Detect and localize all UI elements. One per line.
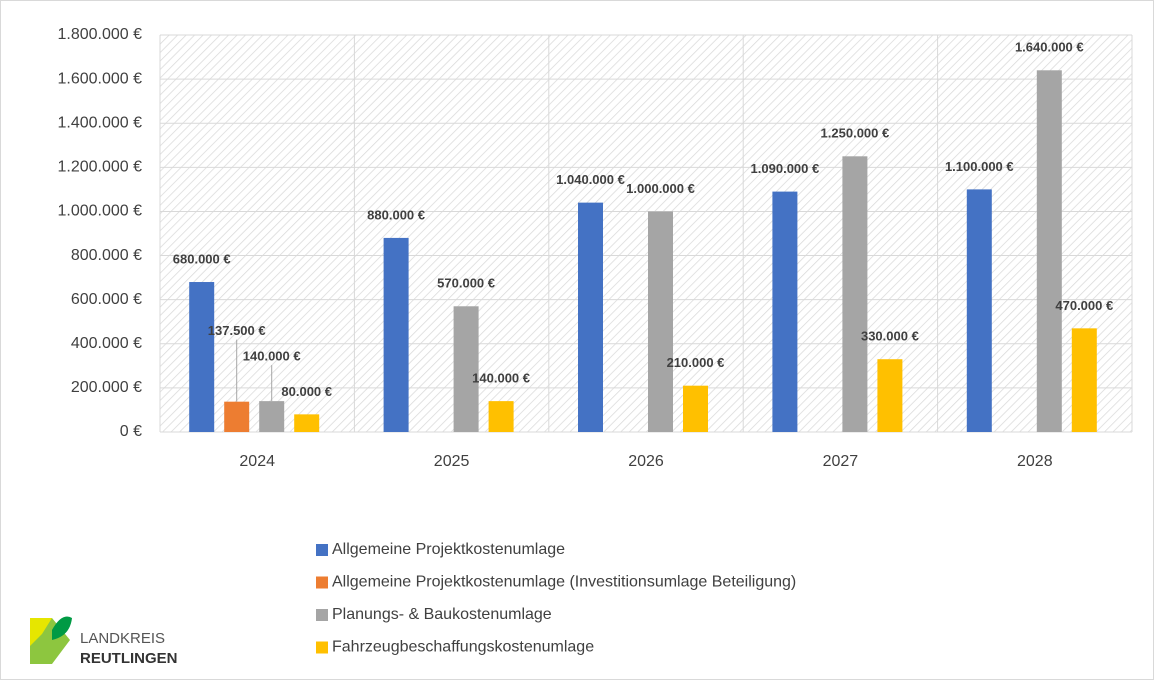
y-tick-label: 0 € xyxy=(120,423,142,440)
legend-swatch xyxy=(316,544,328,556)
legend-swatch xyxy=(316,609,328,621)
data-label: 1.040.000 € xyxy=(556,172,625,187)
data-label: 137.500 € xyxy=(208,323,266,338)
bar xyxy=(294,414,320,432)
bar xyxy=(966,189,992,432)
bar xyxy=(224,401,250,432)
bar xyxy=(772,191,798,432)
legend-swatch xyxy=(316,576,328,589)
logo-shape xyxy=(30,618,52,646)
bar xyxy=(1036,70,1062,433)
legend-label: Allgemeine Projektkostenumlage xyxy=(332,541,565,558)
bar xyxy=(189,282,215,432)
legend-swatch xyxy=(316,641,328,654)
data-label: 140.000 € xyxy=(472,371,530,386)
data-label: 470.000 € xyxy=(1055,298,1113,313)
y-tick-label: 1.400.000 € xyxy=(57,114,142,131)
bar xyxy=(488,401,514,432)
x-tick-label: 2024 xyxy=(239,453,275,470)
y-tick-label: 1.200.000 € xyxy=(57,159,142,176)
logo: LANDKREIS REUTLINGEN xyxy=(30,616,178,667)
y-tick-label: 400.000 € xyxy=(71,335,142,352)
bar xyxy=(1071,328,1097,432)
y-tick-label: 1.600.000 € xyxy=(57,70,142,87)
y-tick-label: 200.000 € xyxy=(71,379,142,396)
data-label: 1.090.000 € xyxy=(751,161,820,176)
x-tick-label: 2026 xyxy=(628,453,664,470)
bar xyxy=(648,211,673,432)
y-tick-label: 800.000 € xyxy=(71,247,142,264)
data-label: 140.000 € xyxy=(243,349,301,364)
y-tick-label: 1.000.000 € xyxy=(57,203,142,220)
y-tick-label: 600.000 € xyxy=(71,291,142,308)
bar xyxy=(842,156,868,433)
data-label: 330.000 € xyxy=(861,329,919,344)
logo-text: REUTLINGEN xyxy=(80,650,178,667)
legend-label: Allgemeine Projektkostenumlage (Investit… xyxy=(332,574,796,591)
data-label: 1.640.000 € xyxy=(1015,40,1084,55)
data-label: 880.000 € xyxy=(367,207,425,222)
y-tick-label: 1.800.000 € xyxy=(57,26,142,43)
x-tick-label: 2028 xyxy=(1017,453,1053,470)
bar xyxy=(877,359,903,432)
bar xyxy=(259,401,285,432)
logo-shape xyxy=(52,616,72,640)
logo-text: LANDKREIS xyxy=(80,630,165,647)
bar xyxy=(453,306,479,432)
data-label: 80.000 € xyxy=(281,384,332,399)
data-label: 570.000 € xyxy=(437,276,495,291)
bar xyxy=(578,202,603,432)
data-label: 680.000 € xyxy=(173,251,231,266)
x-tick-label: 2025 xyxy=(434,453,470,470)
data-label: 1.000.000 € xyxy=(626,181,695,196)
legend-label: Planungs- & Baukostenumlage xyxy=(332,606,552,623)
data-label: 1.100.000 € xyxy=(945,159,1014,174)
bar xyxy=(383,237,409,432)
data-label: 1.250.000 € xyxy=(821,126,890,141)
bar xyxy=(683,385,708,432)
data-label: 210.000 € xyxy=(667,355,725,370)
x-tick-label: 2027 xyxy=(823,453,859,470)
legend-label: Fahrzeugbeschaffungskostenumlage xyxy=(332,639,594,656)
